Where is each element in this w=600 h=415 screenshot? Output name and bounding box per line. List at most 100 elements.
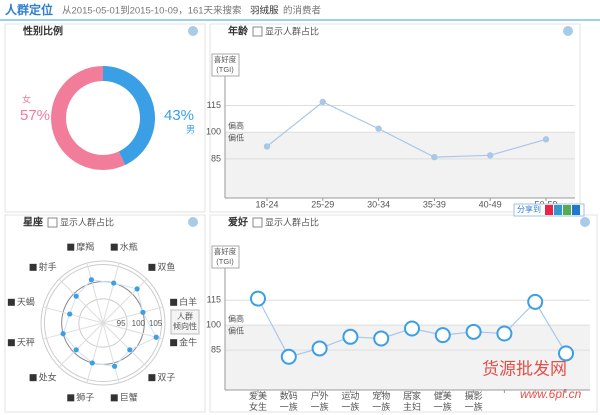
share-icon[interactable]: [545, 205, 553, 215]
r-tick-label: 95: [117, 319, 126, 328]
marker: [527, 293, 544, 310]
legend-label: 女: [22, 93, 31, 104]
marker: [496, 325, 513, 342]
y-tick-label: 100: [206, 127, 221, 137]
outer-ring: [40, 260, 166, 386]
share-label[interactable]: 分享到: [517, 204, 541, 214]
spoke: [102, 262, 120, 324]
help-icon[interactable]: [188, 217, 198, 227]
annotation: 偏高: [228, 313, 244, 323]
sign-icon: [170, 339, 178, 347]
help-icon[interactable]: [580, 217, 590, 227]
value-label: 57%: [20, 107, 50, 124]
sign-icon: [29, 374, 37, 382]
r-tick-label: 105: [149, 319, 163, 328]
marker: [375, 125, 382, 132]
marker: [263, 143, 271, 150]
keyword[interactable]: 羽绒服: [250, 5, 279, 17]
panel-title: 星座: [23, 216, 43, 229]
checkbox-label[interactable]: 显示人群占比: [265, 25, 319, 36]
r-label-box: [170, 309, 200, 335]
checkbox-label[interactable]: 显示人群占比: [60, 216, 114, 227]
below-band: [225, 132, 575, 198]
pie-segment: [103, 66, 155, 166]
checkbox-label[interactable]: 显示人群占比: [265, 216, 319, 227]
y-axis-label: 喜好度: [214, 54, 237, 64]
panel: [4, 23, 206, 213]
sign-icon: [148, 374, 156, 382]
marker: [88, 277, 95, 283]
help-icon[interactable]: [563, 26, 573, 36]
share-icon[interactable]: [572, 205, 580, 215]
spoke: [42, 322, 104, 340]
x-tick-label: 健美一族: [434, 390, 452, 412]
y-tick-label: 85: [211, 344, 221, 354]
marker: [127, 347, 133, 353]
sign-label: 天蝎: [17, 297, 35, 307]
marker: [465, 323, 482, 340]
x-tick-label: 40-49: [479, 199, 502, 209]
y-tick-label: 115: [207, 100, 221, 110]
panel-title: 爱好: [228, 216, 248, 229]
x-tick-label: 宠物一族: [372, 390, 390, 412]
marker: [487, 152, 494, 159]
spoke: [102, 322, 164, 340]
spoke: [58, 278, 104, 324]
x-tick-label: 户外一族: [311, 390, 329, 412]
share-icon[interactable]: [554, 205, 562, 215]
sign-label: 金牛: [179, 337, 197, 348]
marker: [60, 331, 66, 337]
annotation: 偏低: [228, 132, 244, 142]
y-tick-label: 85: [211, 153, 221, 163]
r-tick-label: 100: [132, 319, 146, 328]
sign-icon: [148, 263, 156, 271]
sign-label: 水瓶: [120, 241, 138, 252]
spoke: [86, 262, 104, 324]
sign-icon: [110, 243, 118, 251]
marker: [153, 334, 159, 340]
r-axis-label: 倾向性: [173, 321, 197, 331]
sign-icon: [170, 298, 178, 306]
y-axis-label: 喜好度: [214, 246, 237, 256]
spoke: [102, 322, 148, 368]
spoke: [86, 322, 104, 384]
sign-icon: [29, 263, 37, 271]
sign-label: 射手: [39, 261, 57, 272]
y-axis-label: (TGI): [216, 65, 234, 74]
panel-title: 年龄: [228, 25, 249, 38]
sign-label: 巨蟹: [120, 392, 138, 403]
annotation: 偏低: [228, 325, 244, 335]
y-label-box: [211, 53, 240, 77]
spoke: [102, 278, 148, 324]
subtitle-suffix: 的消费者: [283, 5, 321, 17]
marker: [140, 309, 146, 315]
sign-label: 双子: [157, 373, 175, 383]
share-icon[interactable]: [563, 205, 571, 215]
sign-label: 天秤: [17, 338, 35, 348]
sign-icon: [67, 243, 75, 251]
y-label-box: [211, 245, 240, 269]
x-tick-label: 25-29: [311, 199, 334, 209]
marker: [311, 340, 328, 357]
x-tick-label: 30-34: [367, 199, 390, 209]
marker: [404, 320, 420, 337]
marker: [373, 330, 390, 347]
x-tick-label: 数码一族: [280, 390, 298, 412]
annotation: 偏高: [228, 120, 244, 130]
marker: [431, 153, 438, 161]
marker: [434, 327, 451, 344]
checkbox[interactable]: [252, 26, 263, 37]
legend-label: 男: [186, 124, 195, 134]
marker: [558, 345, 574, 362]
marker: [89, 360, 95, 366]
sign-label: 双鱼: [157, 261, 175, 272]
y-tick-label: 115: [207, 295, 221, 305]
checkbox[interactable]: [252, 217, 263, 228]
checkbox[interactable]: [47, 217, 58, 228]
marker: [111, 280, 117, 286]
sign-icon: [7, 298, 15, 306]
ring: [78, 298, 128, 348]
marker: [319, 98, 326, 106]
help-icon[interactable]: [188, 26, 198, 36]
